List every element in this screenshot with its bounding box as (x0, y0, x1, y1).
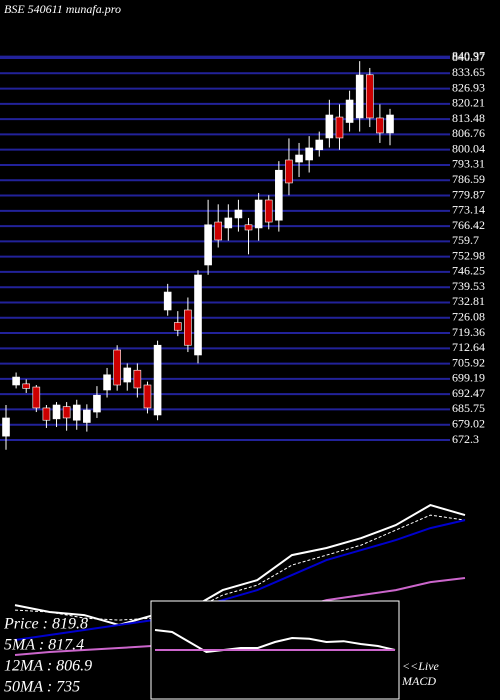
y-tick-label: 712.64 (452, 340, 485, 354)
series-line (14, 519, 466, 641)
candle-body (275, 169, 283, 221)
candle-body (153, 344, 162, 416)
candle-body (295, 154, 303, 163)
candle-body (83, 409, 91, 423)
candle-body (376, 117, 384, 134)
y-tick-label: 800.04 (452, 141, 485, 155)
y-tick-label: 672.3 (452, 432, 479, 446)
y-tick-label: 820.21 (452, 96, 485, 110)
candle-body (214, 221, 223, 241)
y-tick-label: 840.37 (452, 50, 485, 64)
candle-body (93, 394, 101, 413)
y-tick-label: 739.53 (452, 279, 485, 293)
y-tick-label: 679.02 (452, 416, 485, 430)
y-tick-label: 826.93 (452, 80, 485, 94)
macd-label: <<Live MACD (401, 659, 440, 688)
candle-body (355, 74, 364, 119)
series-line (14, 504, 466, 627)
candle-body (22, 383, 31, 389)
candle-body (285, 159, 293, 184)
candle-body (264, 199, 273, 223)
candle-body (335, 116, 344, 139)
y-tick-label: 692.47 (452, 386, 485, 400)
candle-body (254, 199, 263, 229)
y-tick-label: 685.75 (452, 401, 485, 415)
candle-body (133, 369, 142, 389)
y-tick-label: 793.31 (452, 157, 485, 171)
candle-body (305, 147, 313, 161)
y-tick-label: 732.81 (452, 294, 485, 308)
candle-body (42, 407, 51, 421)
candle-body (32, 386, 41, 409)
y-tick-label: 840.97 (452, 48, 485, 62)
y-tick-label: 705.92 (452, 355, 485, 369)
macd-label-line: MACD (401, 674, 436, 688)
candle-body (2, 417, 10, 437)
candle-body (173, 322, 182, 331)
candle-body (184, 309, 192, 346)
y-tick-label: 752.98 (452, 248, 485, 262)
candle-body (103, 374, 111, 391)
candle-body (204, 224, 212, 266)
candle-body (12, 376, 20, 386)
y-tick-label: 766.42 (452, 218, 485, 232)
y-tick-label: 746.25 (452, 264, 485, 278)
legend-entry: 50MA : 735 (4, 679, 80, 696)
y-tick-label: 833.65 (452, 65, 485, 79)
y-tick-label: 719.36 (452, 325, 485, 339)
candle-body (113, 349, 121, 386)
candle-body (163, 291, 172, 311)
legend-entry: 12MA : 806.9 (4, 658, 92, 675)
y-tick-label: 759.7 (452, 233, 479, 247)
macd-label-line: <<Live (402, 659, 440, 673)
candle-body (386, 114, 394, 134)
y-tick-label: 786.59 (452, 172, 485, 186)
candle-body (194, 274, 202, 356)
series-line (154, 629, 396, 654)
chart-title: BSE 540611 munafa.pro (4, 2, 121, 16)
candle-body (72, 404, 81, 421)
candle-body (315, 139, 324, 151)
y-tick-label: 779.87 (452, 187, 485, 201)
candle-body (365, 74, 374, 119)
y-tick-label: 806.76 (452, 126, 485, 140)
y-tick-label: 813.48 (452, 111, 485, 125)
candle-body (234, 209, 243, 219)
candle-body (62, 406, 71, 419)
candle-body (52, 404, 61, 420)
y-tick-label: 726.08 (452, 310, 485, 324)
candle-body (224, 217, 233, 229)
series-line (14, 514, 466, 621)
legend-entry: 5MA : 817.4 (4, 637, 84, 654)
candle-body (325, 114, 334, 139)
y-tick-label: 699.19 (452, 371, 485, 385)
candle-body (244, 224, 253, 231)
candle-body (123, 367, 132, 383)
candle-body (345, 99, 354, 123)
candle-body (143, 384, 152, 409)
y-tick-label: 773.14 (452, 203, 485, 217)
legend-entry: Price : 819.8 (3, 616, 88, 633)
